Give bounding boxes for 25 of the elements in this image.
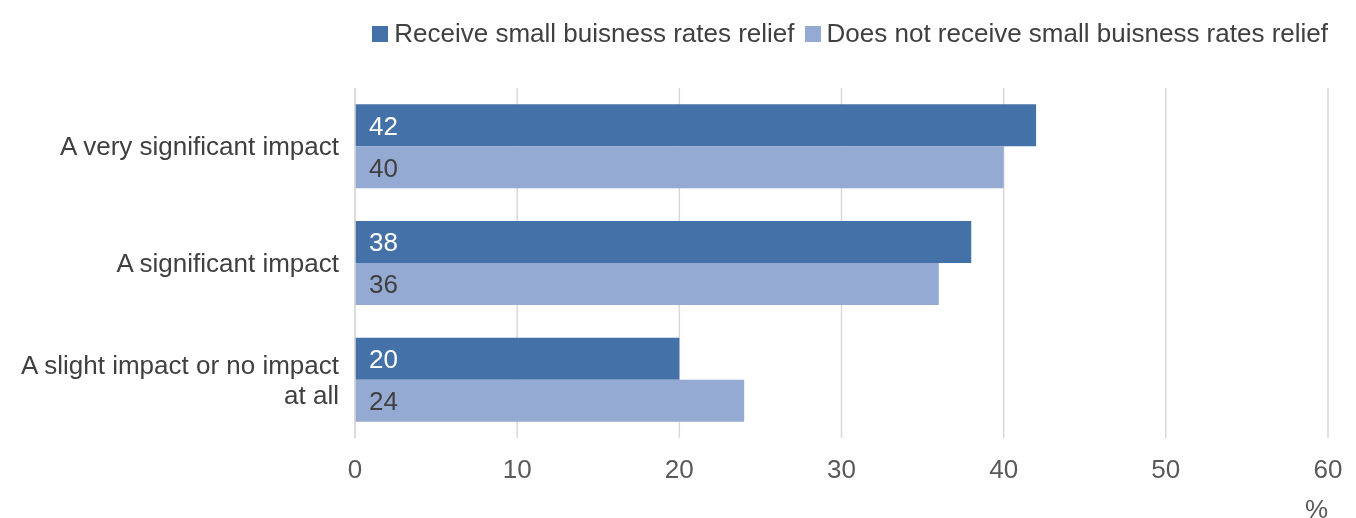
y-tick-label: A slight impact or no impact at all: [21, 349, 340, 410]
data-label: 20: [369, 343, 398, 374]
data-label: 42: [369, 110, 398, 141]
bar: [355, 221, 972, 263]
bar: [355, 337, 680, 380]
bar: [355, 379, 745, 422]
x-tick-label: 40: [989, 454, 1019, 485]
legend-label: Does not receive small buisness rates relief: [825, 18, 1328, 49]
y-tick-label: A significant impact: [116, 248, 340, 278]
data-label: 24: [369, 385, 398, 416]
bar: [355, 263, 939, 305]
data-label: 40: [369, 152, 398, 183]
x-tick-label: 60: [1313, 454, 1343, 485]
x-tick-label: 50: [1151, 454, 1181, 485]
legend-label: Receive small buisness rates relief: [393, 18, 795, 49]
x-tick-label: 30: [827, 454, 856, 485]
x-axis-title: %: [1304, 494, 1328, 518]
bar: [355, 104, 1037, 147]
y-tick-label: A very significant impact: [60, 131, 340, 162]
x-tick-label: 10: [502, 454, 532, 485]
data-label: 38: [369, 227, 398, 258]
x-tick-label: 20: [664, 454, 694, 485]
x-tick-label: 0: [347, 454, 363, 485]
bar: [355, 146, 1004, 189]
data-label: 36: [369, 269, 398, 300]
